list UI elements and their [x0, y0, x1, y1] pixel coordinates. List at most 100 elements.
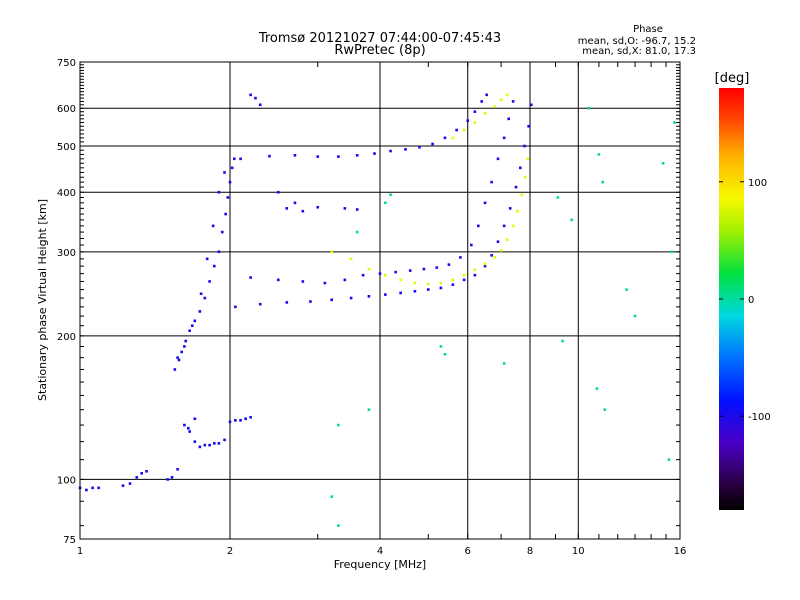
data-point [493, 105, 497, 108]
data-point [173, 368, 177, 371]
x-axis-label: Frequency [MHz] [334, 558, 426, 571]
x-tick-label: 10 [572, 546, 585, 557]
data-point [523, 144, 526, 148]
data-point [625, 288, 628, 291]
data-point [451, 136, 455, 140]
data-point [499, 249, 503, 252]
data-point [208, 280, 211, 283]
data-point [443, 352, 447, 356]
data-point [349, 296, 353, 300]
data-point [254, 96, 257, 100]
data-point [208, 443, 211, 447]
data-point [530, 103, 533, 107]
data-point [212, 264, 216, 268]
data-point [367, 408, 371, 412]
data-point [511, 100, 515, 103]
data-point [451, 278, 455, 282]
stats-o-mode: mean, sd,O: -96.7, 15.2 [578, 36, 696, 47]
data-point [258, 302, 262, 306]
data-point [505, 93, 509, 97]
data-point [285, 207, 289, 210]
data-point [462, 273, 466, 277]
data-point [232, 157, 236, 161]
data-point [183, 345, 186, 348]
data-point [193, 440, 197, 443]
data-point [211, 224, 215, 228]
x-tick-label: 16 [674, 546, 687, 557]
data-point [239, 157, 242, 161]
data-point [473, 268, 477, 272]
data-point [276, 190, 280, 194]
data-point [502, 224, 506, 228]
y-tick-label: 750 [57, 58, 76, 69]
data-point [473, 121, 477, 124]
data-point [301, 280, 305, 283]
data-point [603, 408, 607, 412]
data-point [198, 310, 202, 313]
data-point [316, 155, 320, 158]
data-point [483, 112, 487, 115]
data-point [220, 230, 224, 234]
x-tick-label: 2 [227, 546, 233, 557]
data-point [439, 286, 443, 290]
data-point [293, 201, 297, 205]
data-point [597, 153, 601, 156]
stats-x-mode: mean, sd,X: 81.0, 17.3 [582, 46, 696, 57]
data-point [523, 175, 527, 179]
data-point [249, 93, 252, 97]
data-point [431, 142, 434, 146]
data-point [404, 148, 407, 151]
data-point [373, 152, 376, 155]
y-tick-label: 75 [63, 535, 76, 546]
data-point [466, 119, 470, 122]
data-point [330, 250, 334, 254]
data-point [418, 145, 421, 149]
y-tick-label: 600 [57, 104, 76, 115]
data-point [502, 136, 506, 140]
data-point [330, 495, 334, 498]
data-point [349, 257, 353, 261]
data-point [330, 298, 334, 302]
colorbar [719, 88, 744, 510]
data-point [587, 106, 591, 110]
data-point [316, 205, 320, 209]
data-point [413, 289, 417, 293]
data-point [473, 110, 477, 114]
data-point [496, 157, 500, 161]
data-point [355, 230, 359, 234]
data-point [193, 417, 197, 421]
data-point [496, 240, 500, 244]
data-point [337, 524, 340, 527]
data-point [337, 155, 340, 158]
data-point [502, 362, 506, 365]
data-point [170, 476, 174, 479]
data-point [121, 484, 125, 488]
data-point [435, 266, 439, 269]
data-point [361, 273, 365, 277]
y-axis-label: Stationary phase Virtual Height [km] [36, 199, 49, 401]
y-tick-label: 200 [57, 332, 76, 343]
data-point [234, 305, 237, 309]
data-point [490, 180, 493, 184]
data-point [293, 154, 297, 157]
data-point [384, 201, 387, 205]
data-point [228, 420, 232, 424]
data-point [249, 276, 252, 279]
data-point [176, 356, 179, 359]
data-point [514, 185, 518, 189]
data-point [199, 292, 203, 296]
data-point [217, 190, 221, 194]
chart-title: Tromsø 20121027 07:44:00-07:45:43 [258, 31, 501, 46]
data-point [309, 300, 312, 303]
data-point [470, 243, 473, 247]
data-point [249, 415, 252, 419]
data-point [394, 270, 397, 274]
data-point [485, 93, 489, 97]
data-point [673, 121, 676, 124]
data-point [180, 350, 184, 354]
data-point [483, 264, 487, 268]
data-point [661, 161, 665, 165]
data-point [511, 224, 515, 228]
data-point [188, 430, 191, 433]
colorbar-label: [deg] [715, 71, 750, 86]
